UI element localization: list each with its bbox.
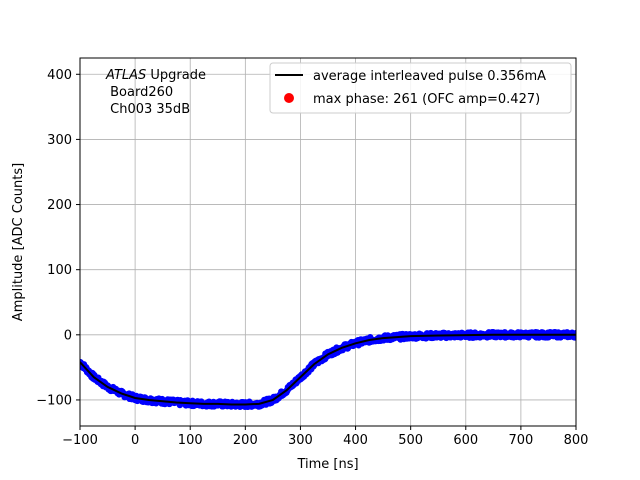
x-tick-label: 700 [508, 433, 533, 448]
y-axis-label: Amplitude [ADC Counts] [11, 163, 26, 321]
y-tick-label: −100 [36, 393, 72, 408]
legend-label-max-phase: max phase: 261 (OFC amp=0.427) [313, 92, 540, 107]
x-tick-label: 200 [233, 433, 258, 448]
legend-box [269, 62, 572, 114]
plot-frame [79, 57, 577, 427]
legend-marker-swatch [284, 93, 294, 103]
x-axis-label: Time [ns] [296, 457, 358, 472]
x-tick-label: 0 [131, 433, 139, 448]
y-tick-label: 100 [47, 263, 72, 278]
x-tick-label: −100 [62, 433, 98, 448]
y-tick-label: 300 [47, 133, 72, 148]
annotation-line-3: Ch003 35dB [106, 102, 190, 117]
x-tick-label: 500 [398, 433, 423, 448]
axis-ticks: −100 0 100 200 300 400 500 600 700 800 −100 0 100 200… [36, 68, 588, 448]
annotation-line-1: ATLAS Upgrade [105, 68, 206, 83]
x-tick-label: 400 [343, 433, 368, 448]
x-tick-label: 800 [564, 433, 589, 448]
x-tick-label: 600 [453, 433, 478, 448]
atlas-annotation: ATLAS Upgrade Board260 Ch003 35dB [105, 68, 206, 117]
x-tick-label: 100 [178, 433, 203, 448]
legend: average interleaved pulse 0.356mA max ph… [269, 62, 572, 114]
annotation-atlas: ATLAS [105, 68, 146, 83]
legend-label-pulse: average interleaved pulse 0.356mA [313, 69, 546, 84]
average-pulse-line [80, 333, 576, 406]
plot-data [80, 328, 576, 411]
y-tick-label: 0 [64, 328, 72, 343]
y-tick-label: 400 [47, 68, 72, 83]
x-tick-label: 300 [288, 433, 313, 448]
annotation-upgrade: Upgrade [146, 68, 206, 83]
annotation-line-2: Board260 [106, 85, 173, 100]
y-tick-label: 200 [47, 198, 72, 213]
